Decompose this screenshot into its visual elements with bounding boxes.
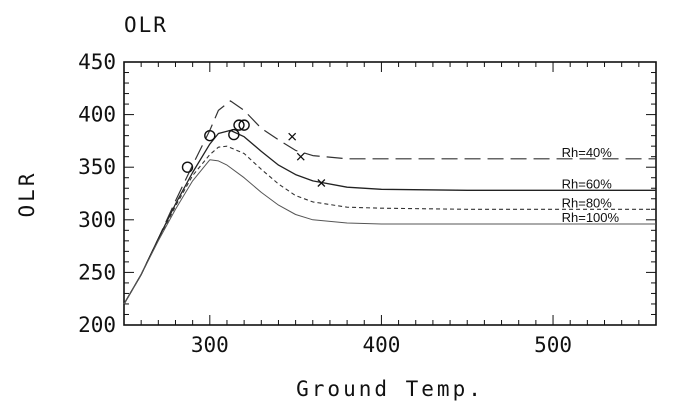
y-tick-label: 300 <box>78 208 116 232</box>
y-tick-label: 200 <box>78 313 116 337</box>
axis-ticks <box>123 61 656 326</box>
cross-marker-stroke <box>296 152 305 161</box>
y-tick-label: 350 <box>78 155 116 179</box>
circle-marker <box>228 128 240 141</box>
cross-marker-stroke <box>288 132 297 141</box>
cross-marker <box>288 132 297 141</box>
circle-marker <box>181 161 194 173</box>
series-label-2: Rh=60% <box>562 176 613 191</box>
cross-marker <box>296 152 305 161</box>
series-line-4 <box>123 159 656 305</box>
y-axis-label: OLR <box>15 171 39 218</box>
x-tick-label: 500 <box>534 333 572 357</box>
series-labels: Rh=40% Rh=60% Rh=80%Rh=100% <box>562 145 620 225</box>
series-lines <box>123 100 656 305</box>
circle-marker <box>204 129 216 142</box>
series-line-2 <box>123 129 656 305</box>
series-line-1 <box>123 100 656 305</box>
circle-marker <box>233 119 245 131</box>
cross-marker-stroke <box>317 179 326 187</box>
y-tick-label: 400 <box>78 103 116 127</box>
plot-frame <box>123 61 657 326</box>
series-label-1: Rh=40% <box>562 145 613 160</box>
tick-labels: 300 400 500 200 250 300 350 400 450 <box>78 50 572 357</box>
series-label-4: Rh=100% <box>562 210 620 225</box>
x-tick-label: 300 <box>191 333 229 357</box>
data-markers <box>181 119 326 187</box>
circle-marker <box>238 119 250 131</box>
y-tick-label: 250 <box>78 260 116 284</box>
series-line-3 <box>123 145 656 305</box>
cross-marker <box>317 179 326 187</box>
x-tick-label: 400 <box>362 333 400 357</box>
chart-title: OLR <box>124 13 168 37</box>
series-label-3: Rh=80% <box>562 195 613 210</box>
x-axis-label: Ground Temp. <box>296 377 484 401</box>
y-tick-label: 450 <box>78 50 116 74</box>
